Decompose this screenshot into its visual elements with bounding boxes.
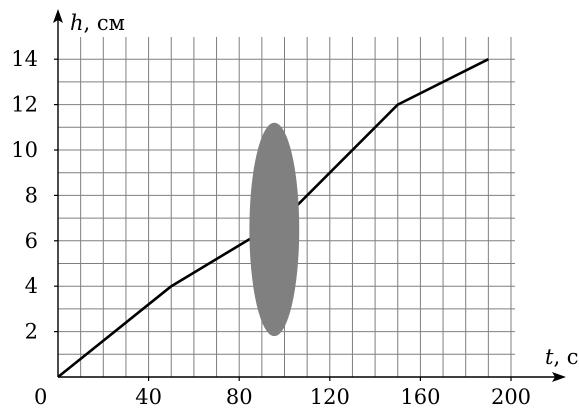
y-tick-label: 4 [25, 274, 38, 298]
y-tick-label: 10 [11, 138, 38, 162]
y-tick-label: 2 [25, 320, 38, 344]
y-tick-label: 8 [25, 183, 38, 207]
y-axis-unit: , см [84, 11, 125, 35]
x-axis-var: t [545, 345, 554, 369]
y-axis-arrow [53, 9, 63, 23]
x-tick-label: 160 [400, 385, 440, 409]
y-axis-var: h [70, 11, 84, 35]
y-axis-label: h, см [70, 11, 125, 35]
x-tick-label: 120 [310, 385, 350, 409]
y-tick-label: 6 [25, 229, 38, 253]
x-tick-label: 40 [135, 385, 162, 409]
x-tick-label: 200 [491, 385, 531, 409]
occluder-layer [249, 122, 300, 337]
x-axis-arrow [552, 372, 566, 382]
y-tick-label: 12 [11, 93, 38, 117]
axes [53, 9, 566, 382]
x-axis-unit: , с [553, 345, 578, 369]
x-tick-label: 80 [226, 385, 253, 409]
y-tick-label: 14 [11, 47, 38, 71]
occluding-ellipse [249, 122, 300, 337]
origin-label: 0 [34, 385, 47, 409]
x-axis-label: t, с [545, 345, 579, 369]
tick-labels: 40 80 120 160 200 2 4 6 8 10 12 14 [11, 47, 531, 409]
